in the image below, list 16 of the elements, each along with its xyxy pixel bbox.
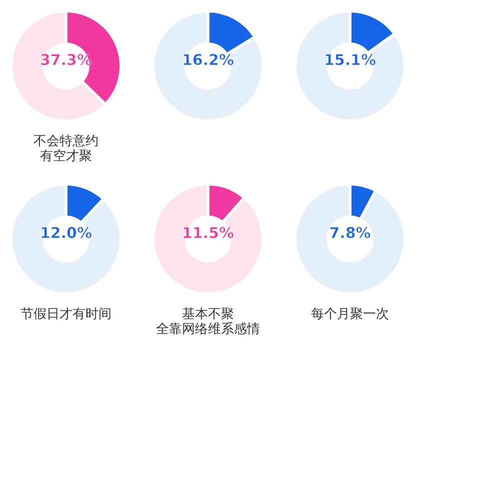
data-label: 15.1%: [324, 51, 376, 69]
text: 节假日才有时间: [20, 307, 112, 322]
text: 基本不聚: [182, 307, 234, 322]
donut-slice: [294, 182, 406, 296]
data-label: 11.5%: [182, 224, 234, 242]
donut-slice: [10, 182, 122, 296]
donut-slice: [152, 182, 264, 296]
data-label: 7.8%: [329, 224, 371, 242]
donut-slice: [152, 10, 264, 122]
text: 不会特意约: [34, 134, 98, 149]
data-label: 12.0%: [40, 224, 92, 242]
text: 全靠网络维系感情: [156, 322, 260, 337]
donut-slice: [294, 10, 406, 122]
data-label: 16.2%: [182, 51, 234, 69]
text: 每个月聚一次: [311, 307, 389, 322]
text: 有空才聚: [40, 149, 92, 164]
